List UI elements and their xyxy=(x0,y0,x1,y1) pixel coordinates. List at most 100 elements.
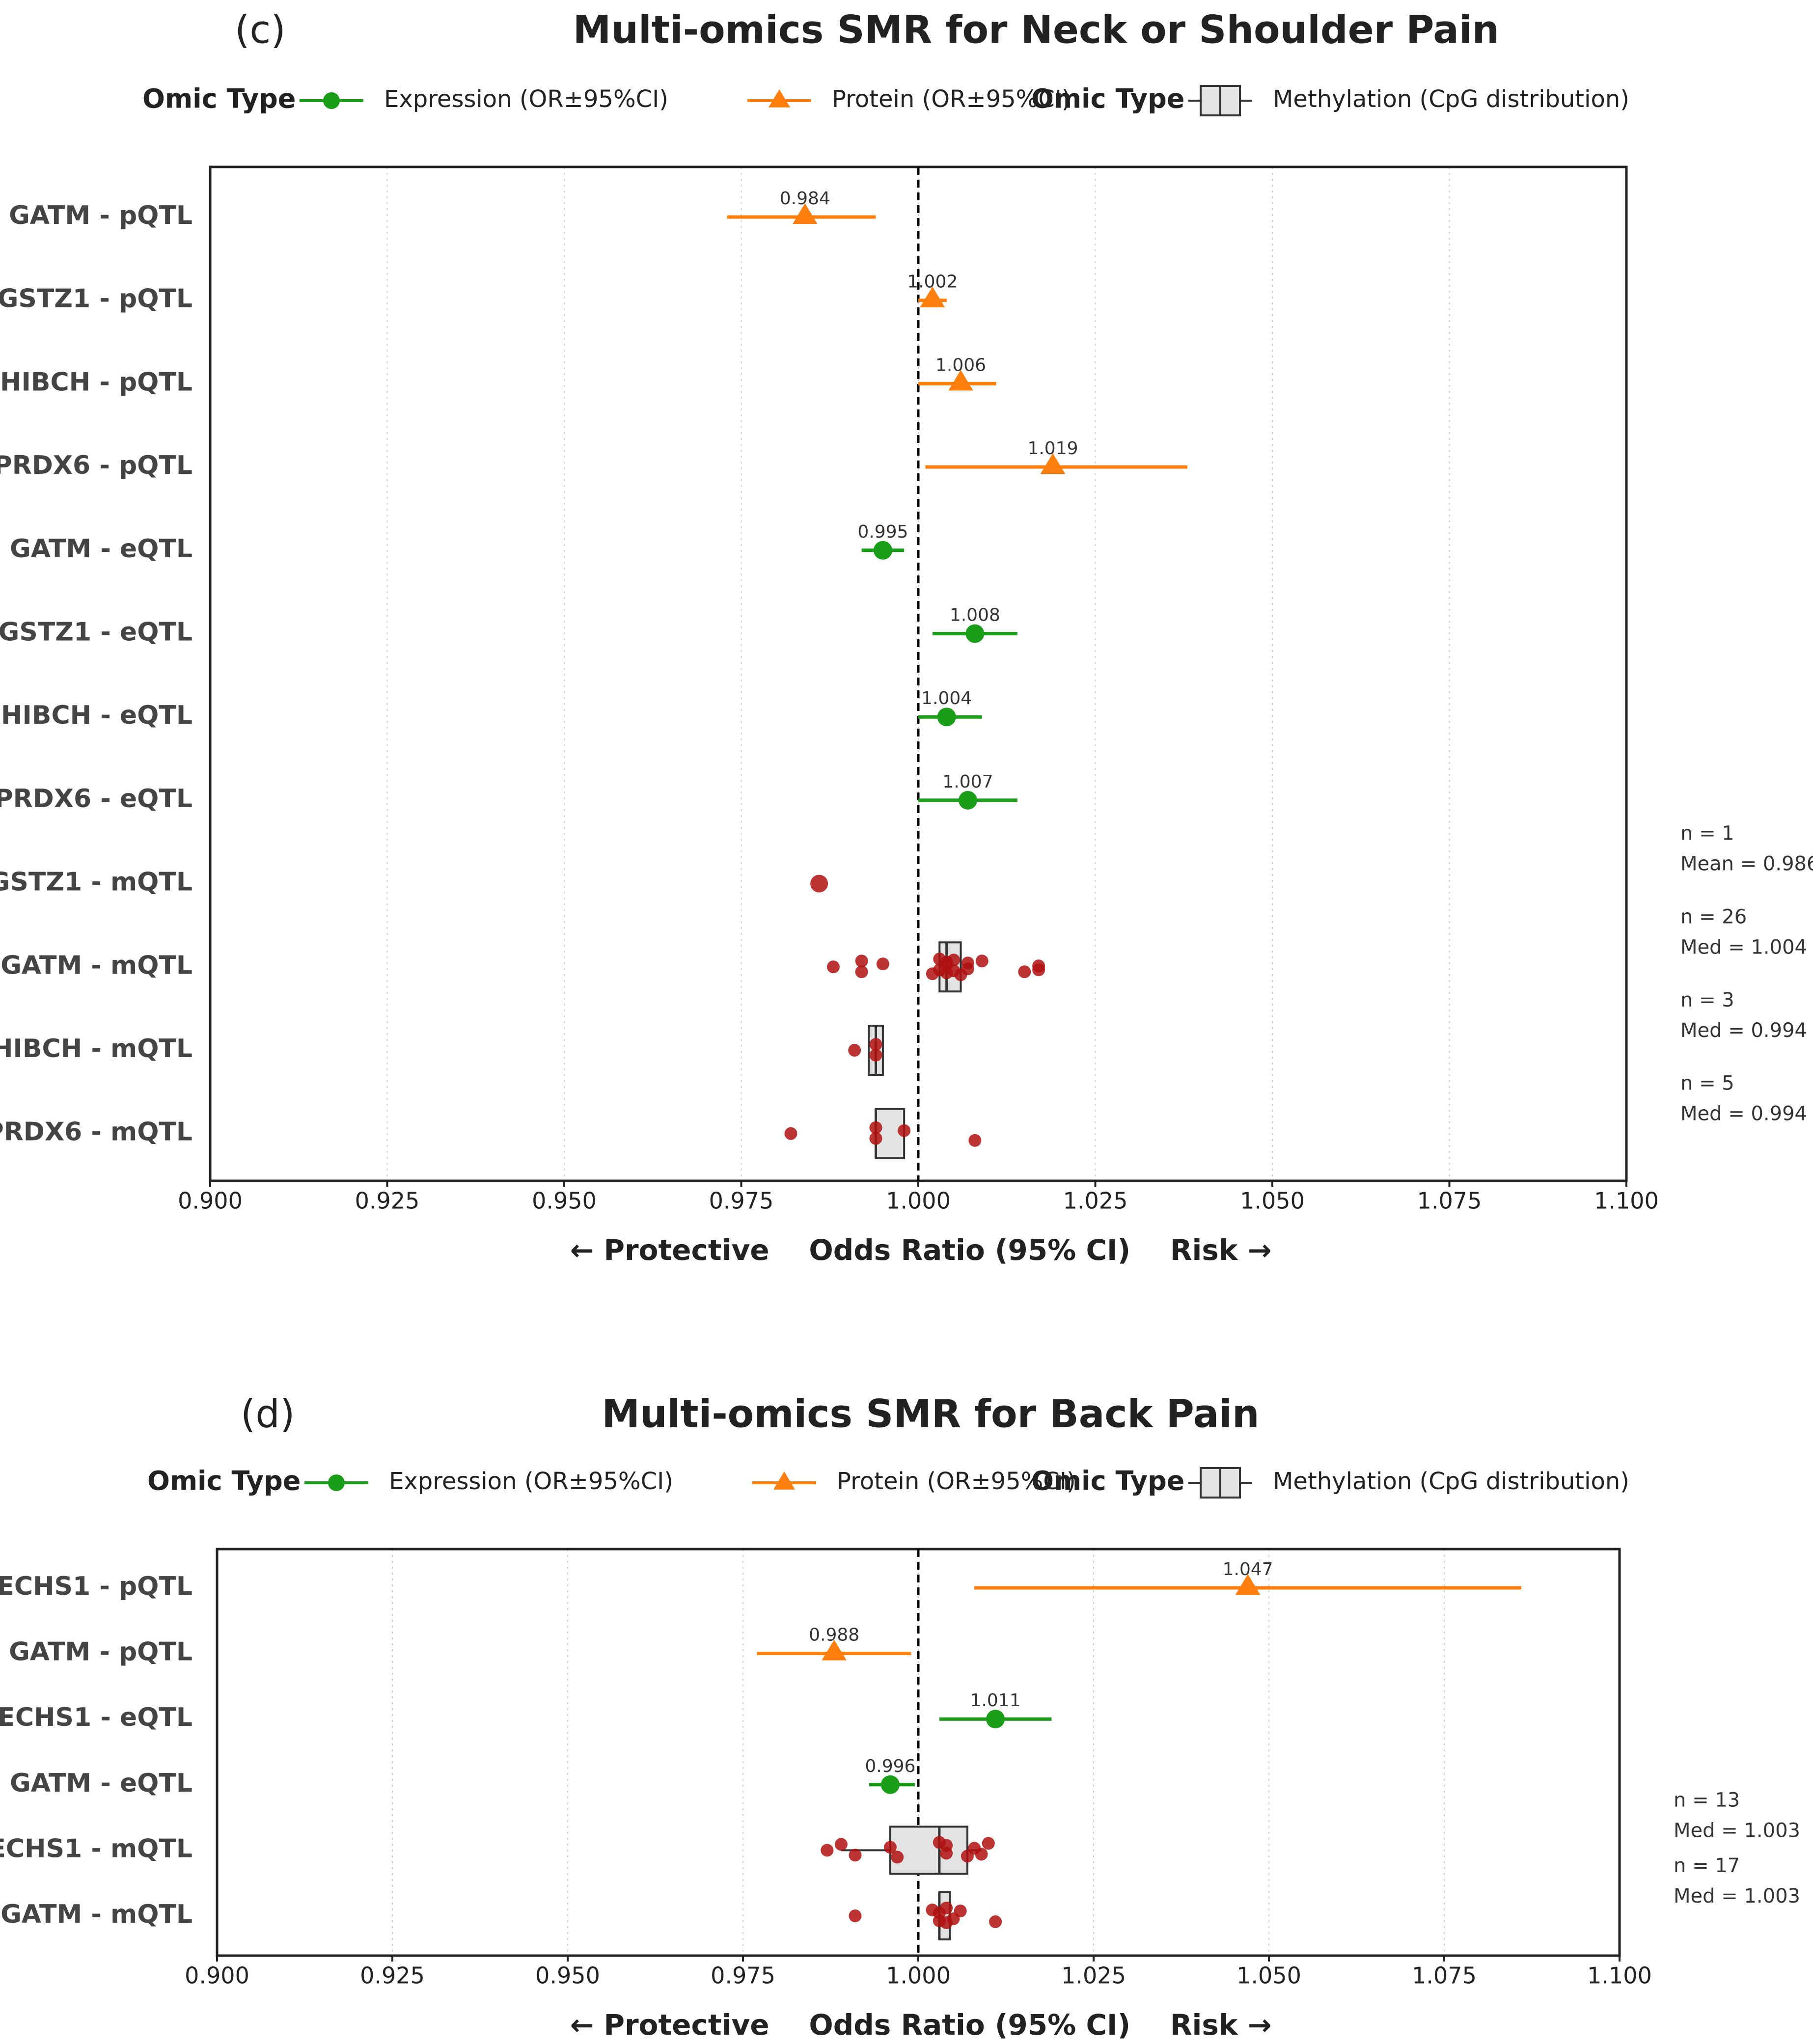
cpg-point xyxy=(940,1839,953,1852)
or-value-label: 1.047 xyxy=(1223,1559,1273,1580)
legend-methylation-label: Methylation (CpG distribution) xyxy=(1273,85,1629,113)
or-marker-triangle xyxy=(1040,453,1066,474)
cpg-point xyxy=(869,1132,882,1145)
or-value-label: 1.019 xyxy=(1027,438,1078,459)
stat-summary-label: Med = 1.003 xyxy=(1674,1819,1800,1842)
legend-expression-label: Expression (OR±95%CI) xyxy=(389,1468,673,1495)
stat-n-label: n = 17 xyxy=(1674,1854,1740,1877)
row-label: GSTZ1 - mQTL xyxy=(0,868,192,897)
row-gstz1-pqtl: GSTZ1 - pQTL 1.002 xyxy=(0,272,958,314)
or-marker-triangle xyxy=(920,286,945,307)
stat-n-label: n = 26 xyxy=(1680,905,1747,928)
cpg-point xyxy=(821,1844,834,1857)
row-echs1-eqtl: ECHS1 - eQTL 1.011 xyxy=(0,1690,1052,1732)
legend-expression-marker xyxy=(323,92,340,109)
or-marker-circle xyxy=(937,708,956,727)
legend-title: Omic Type xyxy=(142,83,296,114)
row-hibch-mqtl: HIBCH - mQTL n = 3 Med = 0.994 xyxy=(0,989,1807,1076)
cpg-point xyxy=(810,874,828,893)
cpg-point xyxy=(940,1902,953,1914)
legend-protein-marker xyxy=(773,1472,796,1490)
panel-label: (c) xyxy=(235,8,286,52)
row-echs1-mqtl: ECHS1 - mQTL n = 13 Med = 1.003 xyxy=(0,1789,1800,1875)
row-label: GATM - mQTL xyxy=(0,951,192,980)
x-axis-label: ← Protective Odds Ratio (95% CI) Risk → xyxy=(570,2008,1272,2042)
x-tick-label: 1.100 xyxy=(1587,1962,1652,1989)
legend-title-methylation: Omic Type xyxy=(1031,1466,1184,1497)
cpg-point xyxy=(834,1838,848,1851)
cpg-point xyxy=(869,1038,882,1051)
chart-title: Multi-omics SMR for Neck or Shoulder Pai… xyxy=(573,8,1499,52)
cpg-point xyxy=(1018,965,1031,979)
row-label: GATM - pQTL xyxy=(9,1637,192,1667)
or-value-label: 1.007 xyxy=(942,772,993,792)
legend: Omic Type Expression (OR±95%CI) Protein (O… xyxy=(147,1466,1629,1499)
legend-protein-marker xyxy=(768,89,791,108)
x-tick-label: 0.900 xyxy=(178,1188,243,1214)
cpg-point xyxy=(968,1134,982,1147)
cpg-point xyxy=(961,962,974,976)
panel-c: (c) Multi-omics SMR for Neck or Shoulder … xyxy=(0,8,1813,1267)
or-value-label: 1.011 xyxy=(970,1690,1021,1711)
row-label: ECHS1 - eQTL xyxy=(0,1703,192,1732)
stat-summary-label: Med = 0.994 xyxy=(1680,1019,1807,1042)
stat-n-label: n = 13 xyxy=(1674,1789,1740,1811)
legend-protein-label: Protein (OR±95%CI) xyxy=(837,1468,1076,1495)
row-gatm-eqtl: GATM - eQTL 0.996 xyxy=(10,1756,915,1798)
cpg-point xyxy=(975,1848,988,1861)
or-marker-circle xyxy=(986,1710,1005,1729)
x-tick-label: 1.050 xyxy=(1236,1962,1301,1989)
cpg-point xyxy=(855,954,868,968)
cpg-point xyxy=(784,1127,797,1140)
cpg-point xyxy=(883,1841,897,1854)
or-value-label: 0.988 xyxy=(809,1625,859,1645)
cpg-point xyxy=(849,1909,862,1922)
row-label: PRDX6 - eQTL xyxy=(0,784,192,814)
stat-summary-label: Med = 0.994 xyxy=(1680,1103,1807,1125)
panel-d: (d) Multi-omics SMR for Back Pain Omic Typ… xyxy=(0,1392,1800,2042)
x-tick-label: 1.050 xyxy=(1240,1188,1305,1214)
or-value-label: 0.984 xyxy=(780,189,830,209)
or-value-label: 0.995 xyxy=(857,522,908,542)
cpg-point xyxy=(826,960,840,974)
or-marker-circle xyxy=(880,1775,900,1794)
x-tick-label: 1.025 xyxy=(1063,1188,1128,1214)
or-value-label: 1.008 xyxy=(950,605,1000,626)
x-tick-label: 0.975 xyxy=(709,1188,774,1214)
row-gatm-mqtl: GATM - mQTL n = 26 Med = 1.004 xyxy=(0,905,1807,993)
row-gstz1-eqtl: GSTZ1 - eQTL 1.008 xyxy=(0,605,1017,647)
stat-n-label: n = 3 xyxy=(1680,989,1734,1011)
cpg-point xyxy=(855,965,868,979)
row-label: GATM - mQTL xyxy=(0,1900,192,1929)
row-hibch-eqtl: HIBCH - eQTL 1.004 xyxy=(1,688,982,730)
row-gatm-pqtl: GATM - pQTL 0.984 xyxy=(9,189,876,230)
x-tick-label: 1.000 xyxy=(886,1188,951,1214)
x-tick-label: 0.925 xyxy=(355,1188,420,1214)
chart-title: Multi-omics SMR for Back Pain xyxy=(602,1392,1259,1436)
or-marker-triangle xyxy=(822,1639,847,1661)
row-gatm-eqtl: GATM - eQTL 0.995 xyxy=(10,522,908,564)
stat-n-label: n = 1 xyxy=(1680,822,1734,845)
x-tick-label: 1.075 xyxy=(1412,1962,1477,1989)
row-label: GATM - eQTL xyxy=(10,534,192,564)
row-gatm-pqtl: GATM - pQTL 0.988 xyxy=(9,1625,911,1667)
x-tick-label: 1.025 xyxy=(1061,1962,1126,1989)
or-value-label: 1.006 xyxy=(935,355,986,375)
row-label: ECHS1 - mQTL xyxy=(0,1834,192,1863)
cpg-point xyxy=(975,954,989,968)
x-tick-label: 1.000 xyxy=(886,1962,951,1989)
cpg-point xyxy=(891,1851,904,1864)
row-gatm-mqtl: GATM - mQTL n = 17 Med = 1.003 xyxy=(0,1854,1800,1940)
or-value-label: 1.004 xyxy=(921,688,972,709)
row-label: GATM - pQTL xyxy=(9,201,192,230)
x-tick-label: 1.075 xyxy=(1417,1188,1482,1214)
stat-n-label: n = 5 xyxy=(1680,1072,1734,1095)
or-marker-circle xyxy=(873,541,892,560)
or-value-label: 0.996 xyxy=(865,1756,915,1776)
row-hibch-pqtl: HIBCH - pQTL 1.006 xyxy=(0,355,996,397)
row-label: GSTZ1 - pQTL xyxy=(0,284,192,314)
or-marker-circle xyxy=(965,624,985,643)
row-label: PRDX6 - pQTL xyxy=(0,451,192,480)
cpg-point xyxy=(848,1044,861,1057)
